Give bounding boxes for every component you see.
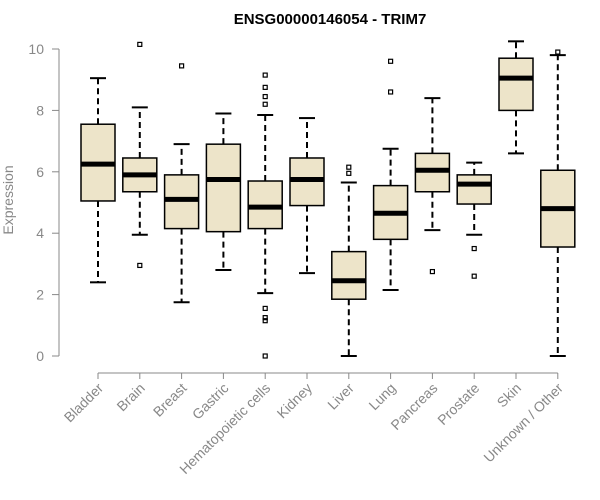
x-tick-label: Unknown / Other: [480, 380, 566, 466]
outlier-point: [388, 58, 394, 64]
y-tick-label: 4: [36, 225, 44, 241]
outlier-point: [262, 353, 268, 359]
outlier-point: [137, 262, 143, 269]
outlier-point: [388, 89, 394, 95]
box-group: [498, 40, 534, 155]
outlier-point: [137, 41, 143, 47]
box-group: [540, 49, 576, 357]
x-tick-label: Skin: [494, 380, 525, 411]
x-tick-label: Breast: [150, 380, 190, 420]
outlier-point: [262, 101, 268, 107]
box-group: [247, 72, 283, 359]
box-group: [163, 63, 200, 304]
box-group: [414, 97, 451, 275]
box-group: [331, 164, 367, 357]
box-group: [205, 112, 242, 272]
box-series: [80, 40, 576, 359]
box-iqr: [205, 143, 242, 233]
x-tick-label: Lung: [365, 380, 398, 413]
outlier-point: [262, 318, 268, 324]
y-tick-label: 0: [36, 348, 44, 364]
outlier-point: [429, 268, 435, 275]
box-iqr: [456, 174, 492, 205]
outlier-point: [179, 63, 185, 69]
outlier-point: [346, 170, 352, 176]
box-iqr: [498, 57, 534, 112]
outlier-point: [262, 72, 268, 78]
x-tick-label: Kidney: [274, 380, 316, 422]
box-group: [122, 41, 158, 269]
x-tick-label: Brain: [113, 380, 147, 414]
x-tick-label: Liver: [324, 380, 357, 413]
box-group: [289, 117, 325, 275]
chart-title: ENSG00000146054 - TRIM7: [234, 11, 427, 28]
y-tick-label: 10: [28, 41, 44, 57]
outlier-point: [346, 164, 352, 170]
box-group: [372, 58, 409, 291]
box-iqr: [331, 250, 367, 300]
y-tick-label: 2: [36, 287, 44, 303]
y-axis-label: Expression: [0, 165, 16, 234]
outlier-point: [471, 273, 477, 279]
x-tick-label: Bladder: [61, 380, 107, 426]
outlier-point: [555, 49, 561, 55]
outlier-point: [471, 245, 477, 252]
outlier-point: [262, 93, 268, 100]
outlier-point: [262, 315, 268, 321]
outlier-point: [262, 305, 268, 312]
outlier-point: [262, 84, 268, 90]
x-tick-label: Prostate: [434, 380, 482, 428]
y-tick-label: 8: [36, 102, 44, 118]
y-tick-label: 6: [36, 164, 44, 180]
y-axis: 0 2 4 6 8 10: [28, 41, 60, 364]
box-group: [80, 77, 116, 284]
box-group: [456, 161, 492, 279]
